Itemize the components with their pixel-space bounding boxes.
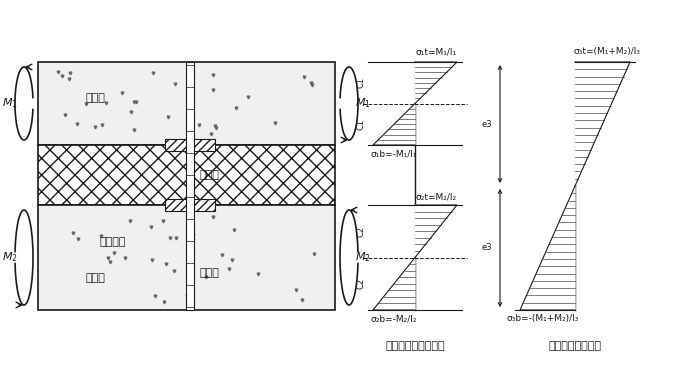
Bar <box>165 199 215 211</box>
Text: σ₁t=M₁/l₁: σ₁t=M₁/l₁ <box>415 47 457 56</box>
Text: C1: C1 <box>356 119 365 130</box>
Text: $M_1$: $M_1$ <box>355 96 371 110</box>
Text: e3: e3 <box>482 243 492 252</box>
Polygon shape <box>520 186 575 310</box>
Text: $M_1$: $M_1$ <box>2 96 18 110</box>
Polygon shape <box>575 62 630 186</box>
Text: C2: C2 <box>356 226 365 237</box>
Text: σ₂b=-M₂/l₂: σ₂b=-M₂/l₂ <box>371 314 417 323</box>
Text: 内叶墙: 内叶墙 <box>85 273 105 283</box>
Polygon shape <box>373 258 415 310</box>
Polygon shape <box>415 62 457 104</box>
Text: 非组合式墙板应力图: 非组合式墙板应力图 <box>385 341 445 351</box>
Bar <box>186 62 194 310</box>
Text: 组合式墙板应力图: 组合式墙板应力图 <box>549 341 601 351</box>
Text: 外叶墙: 外叶墙 <box>85 94 105 104</box>
Text: σ₃t=(M₁+M₂)/l₃: σ₃t=(M₁+M₂)/l₃ <box>574 47 641 56</box>
Text: $M_2$: $M_2$ <box>2 251 18 264</box>
Text: C1: C1 <box>356 77 365 88</box>
Text: 定位扎盘: 定位扎盘 <box>100 237 127 247</box>
Text: $M_2$: $M_2$ <box>355 251 371 264</box>
Text: σ₂t=M₂/l₂: σ₂t=M₂/l₂ <box>415 192 457 201</box>
Bar <box>38 145 335 205</box>
Text: σ₃b=-(M₁+M₂)/l₃: σ₃b=-(M₁+M₂)/l₃ <box>507 314 579 323</box>
Bar <box>165 139 215 151</box>
Bar <box>38 62 335 145</box>
Text: σ₁b=-M₁/l₁: σ₁b=-M₁/l₁ <box>371 149 417 158</box>
Text: 保温层: 保温层 <box>200 170 220 180</box>
Text: 连接件: 连接件 <box>200 268 220 278</box>
Text: e3: e3 <box>482 120 492 129</box>
Text: C2: C2 <box>356 278 365 289</box>
Polygon shape <box>373 104 415 145</box>
Polygon shape <box>415 205 457 258</box>
Bar <box>38 205 335 310</box>
